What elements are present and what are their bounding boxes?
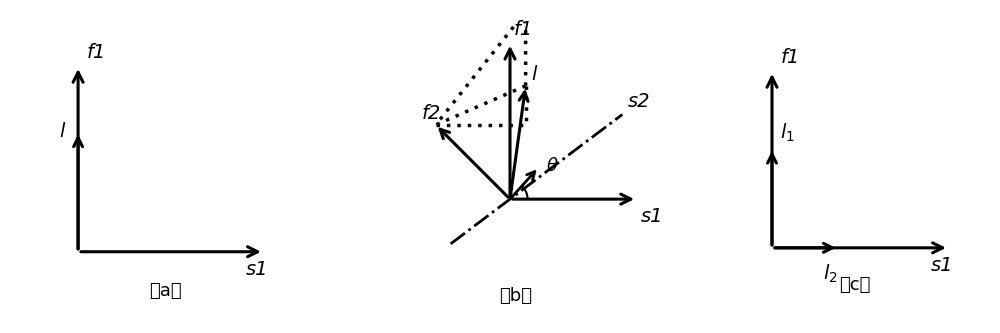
Text: θ: θ <box>547 157 558 175</box>
Text: f1: f1 <box>780 48 800 67</box>
Text: f2: f2 <box>422 104 441 123</box>
Text: s1: s1 <box>930 256 953 275</box>
Text: l: l <box>60 122 65 141</box>
Text: （a）: （a） <box>149 282 182 300</box>
Text: （b）: （b） <box>499 287 532 305</box>
Text: （c）: （c） <box>840 276 871 294</box>
Text: l: l <box>531 65 537 84</box>
Text: $l_2$: $l_2$ <box>823 262 838 285</box>
Text: s1: s1 <box>246 260 268 279</box>
Text: s1: s1 <box>641 207 663 226</box>
Text: f1: f1 <box>87 43 106 62</box>
Text: f1: f1 <box>514 20 533 39</box>
Text: $l_1$: $l_1$ <box>780 122 795 144</box>
Text: s2: s2 <box>628 92 651 111</box>
